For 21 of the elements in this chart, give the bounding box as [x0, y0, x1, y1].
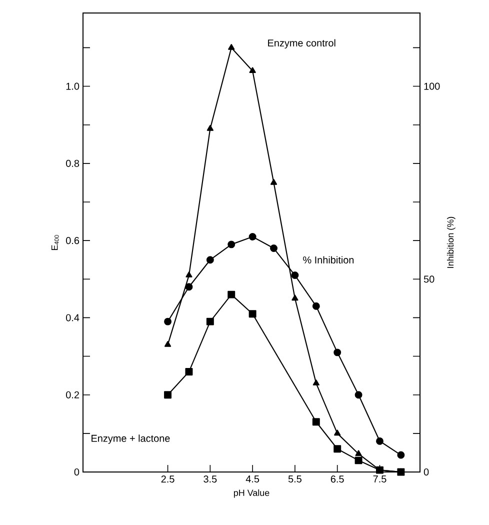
y-tick-label: 0 — [74, 468, 80, 476]
y-tick-label: 0.4 — [66, 314, 80, 322]
x-tick-label: 7.5 — [373, 476, 386, 482]
x-tick-label: 6.5 — [330, 476, 344, 483]
text: Enzyme control — [268, 39, 336, 48]
y2-tick-label: 50 — [424, 276, 434, 283]
x-tick-label: 2.5 — [161, 476, 174, 483]
y2-tick-label: 100 — [424, 82, 440, 90]
y-axis-title: E$_{400}$ — [51, 235, 59, 250]
series-label: % Inhibition — [303, 256, 354, 264]
y2-axis-title: Inhibition (%) — [446, 216, 456, 268]
legend-label: Enzyme + lactone — [92, 434, 170, 444]
y-tick-label: 1.0 — [66, 82, 80, 90]
x-tick-label: 4.5 — [246, 476, 260, 482]
x-tick-label: 3.5 — [204, 476, 217, 483]
y-tick-label: 0.2 — [66, 391, 79, 398]
x-axis-title: pH Value — [234, 489, 270, 498]
y2-tick-label: 0 — [424, 468, 429, 476]
x-tick-label: 5.5 — [288, 476, 302, 482]
y-tick-label: 0.8 — [66, 160, 80, 167]
y-tick-label: 0.6 — [66, 237, 80, 244]
